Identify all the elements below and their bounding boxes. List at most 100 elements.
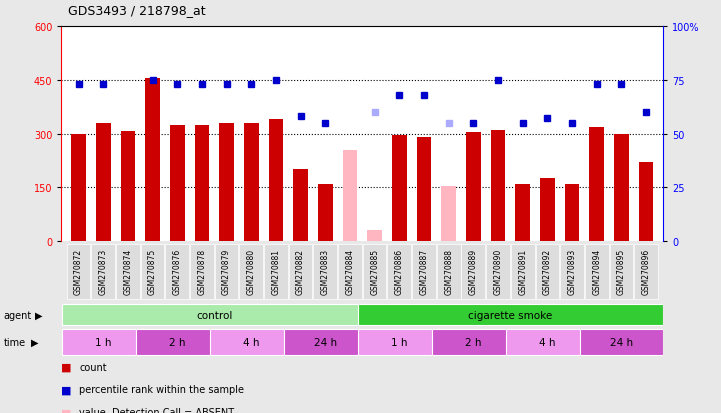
Text: ■: ■ — [61, 385, 72, 394]
Text: 24 h: 24 h — [610, 337, 633, 347]
Text: time: time — [4, 337, 26, 347]
Bar — [589, 128, 604, 242]
Text: GSM270885: GSM270885 — [370, 249, 379, 294]
FancyBboxPatch shape — [585, 244, 609, 299]
Text: GSM270872: GSM270872 — [74, 249, 83, 294]
Bar — [293, 170, 308, 242]
Text: 2 h: 2 h — [169, 337, 185, 347]
Bar — [268, 120, 283, 242]
FancyBboxPatch shape — [412, 244, 435, 299]
Bar — [318, 184, 332, 242]
FancyBboxPatch shape — [358, 330, 441, 355]
Text: GSM270887: GSM270887 — [420, 249, 428, 294]
Text: GSM270876: GSM270876 — [173, 249, 182, 294]
FancyBboxPatch shape — [264, 244, 288, 299]
FancyBboxPatch shape — [116, 244, 140, 299]
Text: agent: agent — [4, 310, 32, 320]
FancyBboxPatch shape — [165, 244, 189, 299]
FancyBboxPatch shape — [215, 244, 239, 299]
Bar — [565, 184, 580, 242]
Text: GSM270874: GSM270874 — [123, 249, 133, 294]
Text: GSM270889: GSM270889 — [469, 249, 478, 294]
Text: 1 h: 1 h — [95, 337, 112, 347]
FancyBboxPatch shape — [461, 244, 485, 299]
Bar — [71, 134, 86, 242]
Text: GSM270880: GSM270880 — [247, 249, 256, 294]
FancyBboxPatch shape — [141, 244, 164, 299]
FancyBboxPatch shape — [437, 244, 461, 299]
Text: 2 h: 2 h — [465, 337, 482, 347]
FancyBboxPatch shape — [239, 244, 263, 299]
Bar — [244, 123, 259, 242]
Bar — [96, 123, 110, 242]
Bar — [342, 150, 358, 242]
Bar — [466, 133, 481, 242]
Bar — [392, 136, 407, 242]
Text: ■: ■ — [61, 407, 72, 413]
FancyBboxPatch shape — [511, 244, 534, 299]
Text: 24 h: 24 h — [314, 337, 337, 347]
Bar — [195, 125, 209, 242]
Text: GSM270878: GSM270878 — [198, 249, 206, 294]
Text: GSM270890: GSM270890 — [493, 249, 503, 294]
FancyBboxPatch shape — [190, 244, 213, 299]
FancyBboxPatch shape — [609, 244, 633, 299]
Text: GSM270892: GSM270892 — [543, 249, 552, 294]
Text: ■: ■ — [61, 362, 72, 372]
Text: GSM270875: GSM270875 — [148, 249, 157, 294]
FancyBboxPatch shape — [506, 330, 589, 355]
FancyBboxPatch shape — [314, 244, 337, 299]
FancyBboxPatch shape — [560, 244, 584, 299]
FancyBboxPatch shape — [536, 244, 559, 299]
Text: GSM270882: GSM270882 — [296, 249, 305, 294]
Text: GDS3493 / 218798_at: GDS3493 / 218798_at — [68, 4, 206, 17]
FancyBboxPatch shape — [387, 244, 411, 299]
FancyBboxPatch shape — [284, 330, 367, 355]
FancyBboxPatch shape — [358, 304, 663, 325]
FancyBboxPatch shape — [486, 244, 510, 299]
Bar — [516, 184, 530, 242]
Text: cigarette smoke: cigarette smoke — [468, 310, 552, 320]
Text: GSM270894: GSM270894 — [592, 249, 601, 294]
Text: GSM270879: GSM270879 — [222, 249, 231, 294]
Text: count: count — [79, 362, 107, 372]
FancyBboxPatch shape — [210, 330, 293, 355]
FancyBboxPatch shape — [634, 244, 658, 299]
Text: GSM270873: GSM270873 — [99, 249, 107, 294]
Text: GSM270881: GSM270881 — [271, 249, 280, 294]
Text: 4 h: 4 h — [243, 337, 260, 347]
Bar — [219, 123, 234, 242]
Text: GSM270888: GSM270888 — [444, 249, 454, 294]
Text: GSM270896: GSM270896 — [642, 249, 650, 294]
Text: 1 h: 1 h — [391, 337, 407, 347]
Bar — [540, 179, 554, 242]
Bar — [490, 131, 505, 242]
Bar — [367, 231, 382, 242]
Bar — [417, 138, 431, 242]
FancyBboxPatch shape — [363, 244, 386, 299]
Bar — [441, 186, 456, 242]
FancyBboxPatch shape — [580, 330, 663, 355]
Text: control: control — [196, 310, 232, 320]
Text: GSM270893: GSM270893 — [567, 249, 577, 294]
FancyBboxPatch shape — [432, 330, 515, 355]
FancyBboxPatch shape — [136, 330, 218, 355]
Text: percentile rank within the sample: percentile rank within the sample — [79, 385, 244, 394]
Text: 4 h: 4 h — [539, 337, 556, 347]
FancyBboxPatch shape — [338, 244, 362, 299]
Text: GSM270884: GSM270884 — [345, 249, 355, 294]
FancyBboxPatch shape — [62, 304, 367, 325]
Text: ▶: ▶ — [35, 310, 42, 320]
Text: ▶: ▶ — [31, 337, 38, 347]
FancyBboxPatch shape — [289, 244, 312, 299]
Text: GSM270886: GSM270886 — [395, 249, 404, 294]
Bar — [120, 131, 136, 242]
FancyBboxPatch shape — [67, 244, 90, 299]
Bar — [145, 79, 160, 242]
Text: GSM270895: GSM270895 — [617, 249, 626, 294]
Bar — [170, 125, 185, 242]
Bar — [614, 134, 629, 242]
Text: value, Detection Call = ABSENT: value, Detection Call = ABSENT — [79, 407, 234, 413]
FancyBboxPatch shape — [92, 244, 115, 299]
FancyBboxPatch shape — [62, 330, 145, 355]
